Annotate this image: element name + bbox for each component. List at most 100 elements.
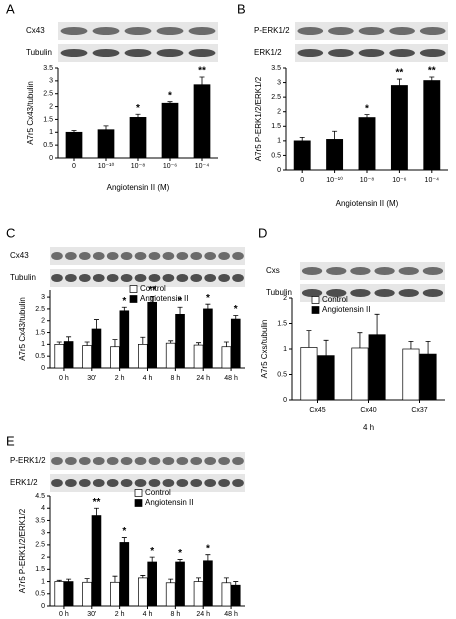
blot-band [120, 479, 133, 487]
blot-band [156, 49, 184, 57]
significance-mark: ** [396, 68, 404, 79]
blot-band [148, 252, 161, 260]
blot-band [148, 274, 161, 282]
significance-mark: * [122, 526, 126, 537]
y-tick-label: 3 [49, 78, 53, 85]
blot-band [176, 252, 189, 260]
blot-band [106, 252, 119, 260]
legend-label: Angiotensin II [140, 294, 188, 303]
bar [368, 334, 386, 401]
blot-band [148, 479, 161, 487]
x-tick-label: 0 h [59, 375, 69, 382]
blot-label: ERK1/2 [10, 478, 38, 487]
significance-mark: * [136, 103, 140, 114]
bar [221, 346, 232, 369]
blot-band [422, 289, 444, 297]
x-tick-label: 24 h [196, 375, 210, 382]
bar [82, 345, 92, 369]
error-bar [332, 130, 338, 140]
error-bar [396, 78, 402, 86]
bar [119, 542, 130, 607]
x-axis-label: Angiotensin II (M) [107, 183, 170, 192]
blot-band [398, 289, 419, 297]
x-tick-label: 10⁻⁴ [425, 177, 440, 184]
y-tick-label: 1.5 [43, 116, 53, 123]
error-bar [71, 130, 77, 133]
y-tick-label: 2 [41, 554, 45, 561]
legend-label: Angiotensin II [322, 305, 370, 314]
y-tick-label: 2.5 [43, 91, 53, 98]
bar [402, 348, 420, 401]
blot-strip [50, 247, 245, 265]
blot-label: Tubulin [26, 48, 52, 57]
x-tick-label: 30' [87, 375, 96, 382]
error-bar [168, 340, 174, 344]
blot-band [106, 457, 119, 465]
blot-band [134, 479, 147, 487]
error-bar [205, 303, 211, 309]
legend-swatch [134, 499, 143, 507]
blot-band [65, 252, 77, 260]
blot-band [190, 252, 203, 260]
error-bar [135, 113, 141, 118]
error-bar [299, 136, 305, 141]
error-bar [429, 76, 435, 81]
x-tick-label: 10⁻⁶ [163, 163, 177, 170]
blot-band [124, 49, 152, 57]
blot-band [65, 457, 77, 465]
y-tick-label: 2 [277, 109, 281, 116]
blot-band [232, 457, 244, 465]
bar [300, 347, 318, 401]
error-bar [223, 577, 229, 583]
y-tick-label: 2.5 [271, 94, 281, 101]
bar [193, 84, 211, 159]
bar [203, 560, 213, 607]
blot-band [162, 479, 175, 487]
significance-mark: * [206, 293, 210, 304]
significance-mark: * [150, 546, 154, 557]
bar [165, 582, 176, 607]
blot-band [51, 457, 63, 465]
blot-band [92, 49, 120, 57]
blot-band [297, 27, 324, 35]
significance-mark: * [122, 296, 126, 307]
blot-band [78, 252, 91, 260]
bar [65, 131, 83, 159]
blot-band [65, 274, 77, 282]
blot-band [301, 289, 323, 297]
bar [97, 129, 115, 159]
y-tick-label: 0 [41, 365, 45, 372]
bar [165, 342, 176, 369]
x-tick-label: 8 h [170, 611, 180, 618]
panel-letter: E [6, 433, 15, 448]
blot-band [148, 457, 161, 465]
blot-band [419, 49, 446, 57]
y-tick-label: 0 [277, 167, 281, 174]
bar [203, 308, 213, 369]
y-tick-label: 1.5 [271, 123, 281, 130]
error-bar [149, 556, 155, 562]
blot-band [190, 457, 203, 465]
bar [230, 584, 241, 607]
error-bar [121, 306, 127, 311]
bar [193, 581, 204, 607]
blot-strip [300, 262, 445, 280]
blot-strip [300, 284, 445, 302]
panel-letter: A [6, 1, 15, 16]
y-axis-label: A7r5 Cx43/tubulin [18, 297, 27, 361]
blot-band [398, 267, 419, 275]
blot-band [162, 274, 175, 282]
x-tick-label: 10⁻⁶ [392, 177, 406, 184]
blot-band [188, 49, 216, 57]
blot-band [92, 252, 105, 260]
bar [358, 117, 376, 171]
error-bar [425, 340, 431, 355]
blot-band [204, 479, 217, 487]
legend-label: Control [140, 284, 166, 293]
bar [161, 102, 179, 159]
bar [147, 561, 157, 607]
bar [129, 117, 147, 159]
blot-band [78, 457, 91, 465]
bar [54, 344, 65, 369]
blot-band [204, 274, 217, 282]
